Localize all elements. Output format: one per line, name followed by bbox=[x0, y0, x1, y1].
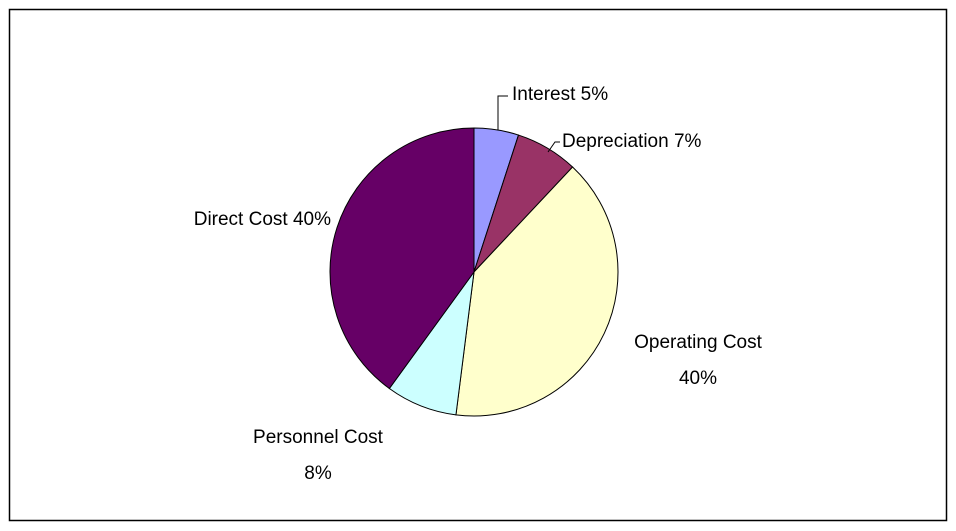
pie-slice bbox=[329, 127, 475, 390]
data-label: Operating Cost 40% bbox=[634, 332, 763, 389]
leader-line bbox=[547, 141, 560, 153]
label-name: Interest bbox=[512, 84, 576, 105]
label-name: Personnel Cost bbox=[253, 427, 384, 448]
data-label: Direct Cost 40% bbox=[194, 209, 331, 230]
label-value: 40% bbox=[679, 368, 717, 389]
label-name: Depreciation bbox=[562, 131, 669, 152]
leader-line bbox=[497, 95, 508, 130]
label-name: Direct Cost bbox=[194, 209, 289, 230]
label-value: 7% bbox=[674, 131, 702, 152]
label-value: 8% bbox=[304, 463, 332, 484]
label-name: Operating Cost bbox=[634, 332, 763, 353]
label-value: 5% bbox=[581, 84, 609, 105]
data-label: Depreciation 7% bbox=[562, 131, 702, 152]
data-label: Personnel Cost 8% bbox=[253, 427, 384, 484]
label-value: 40% bbox=[293, 209, 331, 230]
pie-slice bbox=[455, 166, 619, 417]
data-label: Interest 5% bbox=[512, 84, 608, 105]
